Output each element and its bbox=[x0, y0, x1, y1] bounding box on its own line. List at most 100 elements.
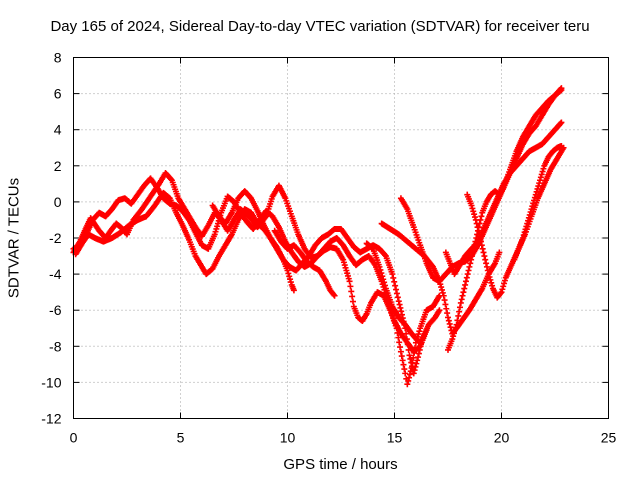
data-point-marker bbox=[471, 214, 478, 221]
data-point-marker bbox=[446, 320, 453, 327]
data-point-marker bbox=[523, 223, 530, 230]
data-point-marker bbox=[392, 282, 399, 289]
data-point-marker bbox=[527, 209, 534, 216]
data-point-marker bbox=[406, 352, 413, 359]
y-tick-label: 6 bbox=[54, 86, 62, 102]
data-point-marker bbox=[456, 308, 463, 315]
x-tick-label: 0 bbox=[70, 430, 78, 446]
data-point-marker bbox=[534, 185, 541, 192]
data-point-marker bbox=[391, 278, 398, 285]
chart-title: Day 165 of 2024, Sidereal Day-to-day VTE… bbox=[50, 18, 590, 35]
data-point-marker bbox=[438, 284, 445, 291]
data-point-marker bbox=[524, 220, 531, 227]
data-point-marker bbox=[415, 331, 422, 338]
arc-series-12 bbox=[511, 142, 565, 263]
arc-series-5 bbox=[271, 227, 338, 299]
data-point-marker bbox=[467, 260, 474, 267]
data-point-marker bbox=[488, 279, 495, 286]
data-point-marker bbox=[439, 286, 446, 293]
data-point-marker bbox=[399, 357, 406, 364]
data-point-marker bbox=[481, 253, 488, 260]
data-point-marker bbox=[290, 287, 297, 294]
data-point-marker bbox=[395, 298, 402, 305]
data-point-marker bbox=[462, 281, 469, 288]
data-point-marker bbox=[519, 235, 526, 241]
grid-lines bbox=[73, 57, 609, 419]
data-point-marker bbox=[468, 202, 475, 209]
data-point-marker bbox=[477, 238, 484, 245]
data-point-marker bbox=[531, 194, 538, 201]
y-tick-label: -4 bbox=[49, 266, 62, 282]
data-point-marker bbox=[401, 366, 408, 373]
data-point-marker bbox=[458, 296, 465, 303]
data-point-marker bbox=[478, 242, 485, 249]
data-point-marker bbox=[532, 191, 539, 198]
data-point-marker bbox=[558, 86, 565, 93]
data-point-marker bbox=[445, 314, 451, 321]
y-tick-label: -8 bbox=[49, 338, 62, 354]
data-point-marker bbox=[349, 298, 356, 305]
data-point-marker bbox=[497, 290, 504, 297]
y-tick-label: -10 bbox=[41, 374, 61, 390]
data-point-marker bbox=[522, 226, 529, 233]
data-point-marker bbox=[558, 119, 565, 126]
x-axis-label: GPS time / hours bbox=[283, 456, 398, 473]
data-point-marker bbox=[331, 292, 338, 299]
y-tick-label: -12 bbox=[41, 411, 61, 427]
y-tick-label: 2 bbox=[54, 158, 62, 174]
data-point-marker bbox=[499, 286, 506, 293]
data-point-marker bbox=[525, 217, 532, 224]
data-point-marker bbox=[382, 282, 389, 289]
data-point-marker bbox=[471, 242, 478, 249]
data-point-marker bbox=[445, 317, 452, 324]
data-point-marker bbox=[531, 197, 538, 204]
data-point-marker bbox=[404, 381, 411, 388]
data-point-marker bbox=[486, 273, 493, 280]
data-point-marker bbox=[405, 377, 412, 384]
data-point-marker bbox=[485, 271, 492, 278]
data-point-marker bbox=[443, 305, 450, 312]
data-point-marker bbox=[498, 289, 505, 296]
data-point-marker bbox=[379, 273, 386, 280]
data-point-marker bbox=[415, 350, 422, 357]
data-point-marker bbox=[521, 229, 528, 236]
data-point-marker bbox=[397, 304, 404, 311]
x-tick-label: 25 bbox=[601, 430, 617, 446]
data-point-marker bbox=[475, 227, 482, 234]
data-point-marker bbox=[398, 353, 405, 360]
data-point-marker bbox=[403, 330, 410, 337]
plot-frame bbox=[73, 57, 609, 419]
data-point-marker bbox=[287, 276, 294, 283]
data-point-marker bbox=[440, 292, 447, 299]
data-point-marker bbox=[396, 339, 403, 346]
data-point-marker bbox=[380, 276, 387, 283]
x-tick-label: 15 bbox=[387, 430, 403, 446]
data-point-marker bbox=[394, 329, 401, 336]
data-point-marker bbox=[398, 311, 405, 318]
data-point-marker bbox=[415, 354, 422, 361]
y-tick-label: -6 bbox=[49, 302, 62, 318]
data-point-marker bbox=[482, 256, 489, 263]
data-point-marker bbox=[500, 283, 507, 290]
data-point-marker bbox=[398, 308, 405, 315]
data-point-marker bbox=[378, 270, 385, 277]
data-point-marker bbox=[412, 363, 419, 370]
data-point-marker bbox=[525, 214, 532, 221]
data-point-marker bbox=[462, 278, 469, 285]
data-point-marker bbox=[410, 370, 417, 377]
data-point-marker bbox=[286, 273, 293, 280]
data-point-marker bbox=[463, 274, 470, 281]
x-tick-label: 5 bbox=[177, 430, 185, 446]
data-point-marker bbox=[496, 249, 503, 256]
data-point-marker bbox=[501, 277, 508, 284]
data-point-marker bbox=[444, 310, 451, 317]
data-point-marker bbox=[476, 231, 483, 238]
data-point-marker bbox=[414, 336, 421, 343]
arc-series-3 bbox=[72, 189, 443, 377]
data-point-marker bbox=[393, 290, 400, 297]
data-point-marker bbox=[406, 374, 413, 381]
data-point-marker bbox=[287, 279, 294, 286]
data-point-marker bbox=[480, 249, 487, 256]
data-point-marker bbox=[472, 216, 479, 223]
